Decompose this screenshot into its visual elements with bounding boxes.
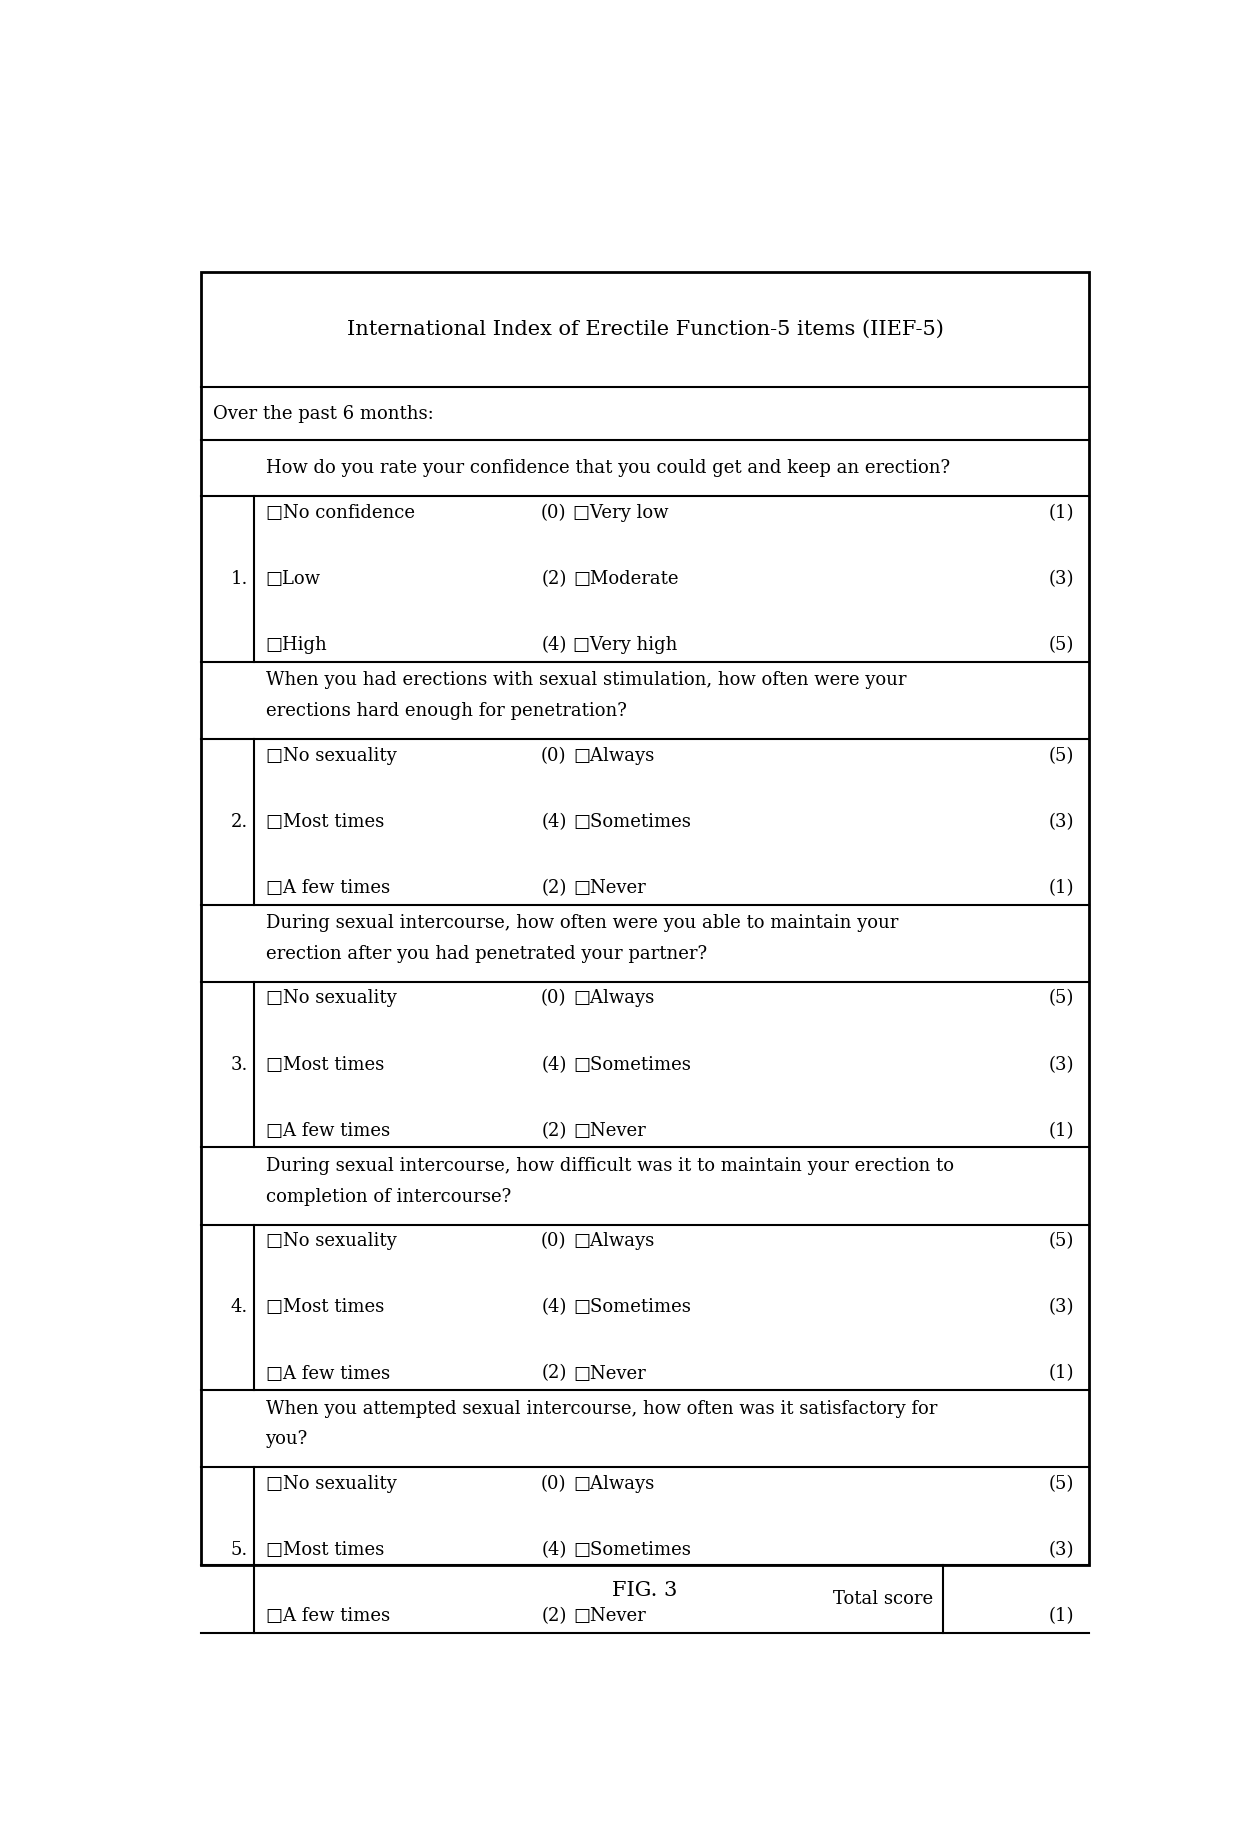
- Text: Over the past 6 months:: Over the past 6 months:: [213, 404, 434, 423]
- Text: □Always: □Always: [573, 747, 655, 765]
- Text: When you attempted sexual intercourse, how often was it satisfactory for: When you attempted sexual intercourse, h…: [265, 1399, 937, 1418]
- Text: (4): (4): [541, 1055, 567, 1073]
- Text: □Low: □Low: [265, 570, 320, 589]
- Text: (4): (4): [541, 813, 567, 831]
- Text: 4.: 4.: [231, 1299, 248, 1315]
- Text: □High: □High: [265, 636, 327, 654]
- Text: 1.: 1.: [231, 570, 248, 589]
- Text: □Moderate: □Moderate: [573, 570, 678, 589]
- Text: □A few times: □A few times: [265, 880, 389, 896]
- Text: (1): (1): [1048, 1122, 1074, 1141]
- Text: □Never: □Never: [573, 880, 646, 896]
- Text: (2): (2): [541, 1365, 567, 1383]
- Text: (5): (5): [1048, 989, 1074, 1008]
- Text: (5): (5): [1048, 1232, 1074, 1250]
- Text: International Index of Erectile Function-5 items (IIEF-5): International Index of Erectile Function…: [347, 321, 944, 339]
- Text: □A few times: □A few times: [265, 1122, 389, 1141]
- Text: completion of intercourse?: completion of intercourse?: [265, 1188, 511, 1206]
- Text: □Very high: □Very high: [573, 636, 677, 654]
- Text: □Sometimes: □Sometimes: [573, 813, 691, 831]
- Text: erection after you had penetrated your partner?: erection after you had penetrated your p…: [265, 946, 707, 964]
- Text: (3): (3): [1048, 1541, 1074, 1560]
- Text: (5): (5): [1048, 747, 1074, 765]
- Text: 5.: 5.: [231, 1541, 248, 1560]
- Text: (1): (1): [1048, 505, 1074, 521]
- Text: (5): (5): [1048, 636, 1074, 654]
- Text: (1): (1): [1048, 1607, 1074, 1625]
- Text: □Always: □Always: [573, 989, 655, 1008]
- Text: □No sexuality: □No sexuality: [265, 989, 397, 1008]
- Text: □Sometimes: □Sometimes: [573, 1055, 691, 1073]
- Text: (2): (2): [541, 570, 567, 589]
- Text: □Most times: □Most times: [265, 1541, 383, 1560]
- Text: How do you rate your confidence that you could get and keep an erection?: How do you rate your confidence that you…: [265, 459, 950, 477]
- Text: (1): (1): [1048, 1365, 1074, 1383]
- Text: (3): (3): [1048, 570, 1074, 589]
- Text: 2.: 2.: [231, 813, 248, 831]
- Text: □A few times: □A few times: [265, 1365, 389, 1383]
- Text: □No sexuality: □No sexuality: [265, 1232, 397, 1250]
- Text: □Sometimes: □Sometimes: [573, 1541, 691, 1560]
- Text: 3.: 3.: [231, 1055, 248, 1073]
- Text: FIG. 3: FIG. 3: [613, 1581, 678, 1600]
- Text: □Never: □Never: [573, 1365, 646, 1383]
- Text: (0): (0): [541, 1474, 567, 1492]
- Text: □Never: □Never: [573, 1607, 646, 1625]
- Text: (0): (0): [541, 1232, 567, 1250]
- Text: (2): (2): [541, 1122, 567, 1141]
- Text: (3): (3): [1048, 1299, 1074, 1315]
- Text: □Very low: □Very low: [573, 505, 668, 521]
- Text: □Most times: □Most times: [265, 1055, 383, 1073]
- Text: □A few times: □A few times: [265, 1607, 389, 1625]
- Text: Total score: Total score: [833, 1591, 934, 1609]
- Text: (0): (0): [541, 989, 567, 1008]
- Text: □No confidence: □No confidence: [265, 505, 414, 521]
- Text: During sexual intercourse, how often were you able to maintain your: During sexual intercourse, how often wer…: [265, 915, 898, 933]
- Text: □Most times: □Most times: [265, 1299, 383, 1315]
- Text: you?: you?: [265, 1430, 308, 1448]
- Text: erections hard enough for penetration?: erections hard enough for penetration?: [265, 701, 626, 720]
- Text: □Always: □Always: [573, 1474, 655, 1492]
- Text: (0): (0): [541, 747, 567, 765]
- Text: (0): (0): [541, 505, 567, 521]
- Text: □Never: □Never: [573, 1122, 646, 1141]
- Text: (2): (2): [541, 1607, 567, 1625]
- Text: (1): (1): [1048, 880, 1074, 896]
- Text: (5): (5): [1048, 1474, 1074, 1492]
- Text: □Most times: □Most times: [265, 813, 383, 831]
- Text: (2): (2): [541, 880, 567, 896]
- FancyBboxPatch shape: [201, 271, 1089, 1565]
- Text: (4): (4): [541, 1299, 567, 1315]
- Text: (4): (4): [541, 1541, 567, 1560]
- Text: During sexual intercourse, how difficult was it to maintain your erection to: During sexual intercourse, how difficult…: [265, 1157, 954, 1175]
- Text: (3): (3): [1048, 1055, 1074, 1073]
- Text: When you had erections with sexual stimulation, how often were your: When you had erections with sexual stimu…: [265, 672, 906, 689]
- Text: □No sexuality: □No sexuality: [265, 1474, 397, 1492]
- Text: (3): (3): [1048, 813, 1074, 831]
- Text: □No sexuality: □No sexuality: [265, 747, 397, 765]
- Text: □Always: □Always: [573, 1232, 655, 1250]
- Text: □Sometimes: □Sometimes: [573, 1299, 691, 1315]
- Text: (4): (4): [541, 636, 567, 654]
